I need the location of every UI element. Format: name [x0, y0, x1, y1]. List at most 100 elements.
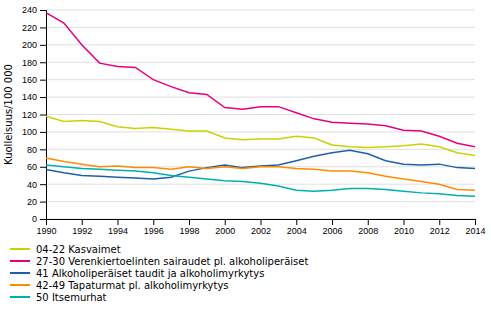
- tick-label: 1990: [36, 226, 56, 236]
- tick-label: 80: [27, 145, 37, 155]
- tick-label: 2002: [251, 226, 271, 236]
- chart: 1990199219941996199820002002200420062008…: [0, 0, 491, 311]
- tick: 2014: [465, 219, 485, 236]
- legend-item: 50 Itsemurhat: [10, 292, 107, 303]
- legend-item: 42-49 Tapaturmat pl. alkoholimyrkytys: [10, 280, 229, 291]
- tick-label: 2010: [394, 226, 414, 236]
- tick-label: 1998: [179, 226, 199, 236]
- legend-swatch: [10, 284, 30, 286]
- line: [46, 158, 475, 190]
- legend-label: 04-22 Kasvaimet: [36, 244, 121, 255]
- tick-label: 2008: [358, 226, 378, 236]
- tick-mark: [404, 219, 405, 225]
- tick-mark: [40, 27, 46, 28]
- grid-line: [46, 149, 475, 150]
- tick-label: 2014: [465, 226, 485, 236]
- tick: 2004: [287, 219, 307, 236]
- axis-line: [40, 11, 47, 220]
- y-axis: 0 20 40 60 80 100 120 140 160 180 200 220 240: [22, 5, 47, 224]
- legend-swatch: [10, 296, 30, 298]
- tick-label: 1994: [108, 226, 128, 236]
- grid-line: [46, 44, 475, 45]
- tick-mark: [40, 167, 46, 168]
- legend-swatch: [10, 248, 30, 250]
- tick-mark: [40, 62, 46, 63]
- line: [46, 165, 475, 196]
- tick: 2002: [251, 219, 271, 236]
- tick: 220: [22, 23, 46, 33]
- tick: 2010: [394, 219, 414, 236]
- legend-swatch: [10, 272, 30, 274]
- tick: 1990: [36, 219, 56, 236]
- tick-label: 2004: [287, 226, 307, 236]
- grid-line: [46, 10, 475, 11]
- y-axis-title: Kuolleisuus/100 000: [3, 64, 14, 165]
- legend: 04-22 Kasvaimet27-30 Verenkiertoelinten …: [10, 244, 308, 303]
- tick-mark: [261, 219, 262, 225]
- tick: 40: [27, 180, 46, 190]
- tick-mark: [189, 219, 190, 225]
- axis-line: [47, 220, 476, 226]
- tick-label: 100: [22, 127, 37, 137]
- tick-label: 220: [22, 23, 37, 33]
- tick-label: 0: [32, 214, 37, 224]
- tick-mark: [40, 202, 46, 203]
- tick-mark: [40, 149, 46, 150]
- grid-line: [46, 131, 475, 132]
- tick-mark: [82, 219, 83, 225]
- tick-label: 1992: [72, 226, 92, 236]
- legend-label: 27-30 Verenkiertoelinten sairaudet pl. a…: [36, 256, 308, 267]
- grid-line: [46, 114, 475, 115]
- tick-mark: [475, 219, 476, 225]
- tick-mark: [332, 219, 333, 225]
- legend-item: 41 Alkoholiperäiset taudit ja alkoholimy…: [10, 268, 264, 279]
- x-axis: 1990 1992 1994 1996 1998 2000 2002 2004 2006 2008…: [36, 219, 485, 236]
- tick-mark: [153, 219, 154, 225]
- tick: 20: [27, 197, 46, 207]
- tick-label: 2000: [215, 226, 235, 236]
- legend-label: 50 Itsemurhat: [36, 292, 107, 303]
- tick-label: 180: [22, 58, 37, 68]
- tick: 60: [27, 162, 46, 172]
- tick: 180: [22, 58, 46, 68]
- tick-label: 120: [22, 110, 37, 120]
- line: [46, 116, 475, 155]
- tick-mark: [118, 219, 119, 225]
- tick-mark: [296, 219, 297, 225]
- grid-line: [46, 62, 475, 63]
- tick-label: 20: [27, 197, 37, 207]
- line: [46, 150, 475, 179]
- tick: 1994: [108, 219, 128, 236]
- tick-mark: [40, 115, 46, 116]
- series-group: [46, 13, 475, 197]
- tick-mark: [40, 45, 46, 46]
- tick-label: 140: [22, 92, 37, 102]
- tick: 200: [22, 40, 46, 50]
- line: [46, 13, 475, 147]
- tick-label: 160: [22, 75, 37, 85]
- tick-label: 1996: [144, 226, 164, 236]
- tick-mark: [40, 10, 46, 11]
- grid-line: [46, 79, 475, 80]
- tick-label: 2012: [430, 226, 450, 236]
- tick: 240: [22, 5, 46, 15]
- legend-item: 04-22 Kasvaimet: [10, 244, 121, 255]
- tick: 2012: [430, 219, 450, 236]
- legend-swatch: [10, 260, 30, 262]
- legend-item: 27-30 Verenkiertoelinten sairaudet pl. a…: [10, 256, 308, 267]
- tick-label: 40: [27, 180, 37, 190]
- legend-label: 42-49 Tapaturmat pl. alkoholimyrkytys: [36, 280, 229, 291]
- tick-label: 60: [27, 162, 37, 172]
- tick: 140: [22, 92, 46, 102]
- tick-mark: [439, 219, 440, 225]
- grid-line: [46, 201, 475, 202]
- tick-label: 2006: [322, 226, 342, 236]
- tick-label: 200: [22, 40, 37, 50]
- tick: 120: [22, 110, 46, 120]
- tick-mark: [40, 132, 46, 133]
- tick-mark: [40, 184, 46, 185]
- legend-label: 41 Alkoholiperäiset taudit ja alkoholimy…: [36, 268, 264, 279]
- tick: 2000: [215, 219, 235, 236]
- tick: 1998: [179, 219, 199, 236]
- tick-mark: [40, 219, 46, 220]
